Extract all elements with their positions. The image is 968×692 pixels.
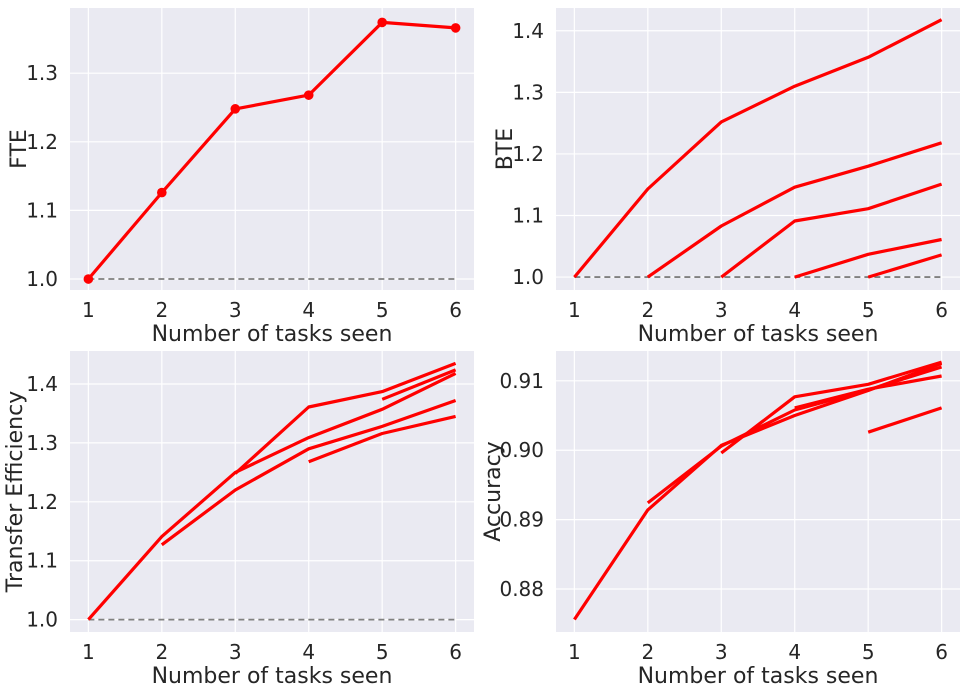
x-tick-label: 6	[449, 640, 462, 664]
x-tick-label: 1	[82, 298, 95, 322]
x-tick-label: 4	[302, 640, 315, 664]
x-tick-label: 1	[568, 640, 581, 664]
x-axis-label: Number of tasks seen	[638, 664, 879, 689]
x-tick-label: 4	[788, 640, 801, 664]
y-axis-label: BTE	[493, 128, 518, 170]
fte-panel: 1 2 3 4 5 6 1.0 1.1 1.2 1.3 Number of tasks seen FT…	[7, 8, 474, 347]
series-line-4	[794, 374, 942, 410]
y-axis-label: Accuracy	[481, 441, 506, 541]
y-tick-label: 1.0	[512, 265, 544, 289]
series-line-4	[308, 414, 456, 464]
y-tick-label: 1.1	[512, 203, 544, 227]
x-tick-label: 3	[229, 298, 242, 322]
series-line-1	[87, 20, 456, 281]
x-tick-label: 6	[935, 640, 948, 664]
y-tick-label: 0.90	[499, 438, 544, 462]
x-axis-label: Number of tasks seen	[152, 322, 393, 347]
x-tick-label: 5	[376, 640, 389, 664]
y-tick-label: 1.1	[26, 549, 58, 573]
transfer-efficiency-panel: 1 2 3 4 5 6 1.0 1.1 1.2 1.3 1.4 Number of tasks see…	[3, 351, 474, 689]
x-tick-label: 1	[568, 298, 581, 322]
series-line-3	[720, 182, 943, 279]
x-tick-label: 2	[641, 640, 654, 664]
x-axis-label: Number of tasks seen	[638, 322, 879, 347]
data-point-marker	[83, 274, 94, 284]
data-point-marker	[450, 23, 461, 33]
x-tick-label: 3	[715, 298, 728, 322]
series-line-4	[794, 237, 942, 279]
series-line-3	[720, 360, 943, 455]
series-line-5	[867, 406, 943, 434]
data-point-marker	[230, 104, 241, 114]
x-tick-label: 3	[715, 640, 728, 664]
y-tick-label: 1.0	[26, 608, 58, 632]
y-tick-label: 1.2	[512, 142, 544, 166]
y-tick-label: 1.2	[26, 130, 58, 154]
data-point-marker	[303, 90, 314, 100]
x-tick-label: 4	[788, 298, 801, 322]
plot-area	[556, 8, 960, 290]
x-tick-label: 2	[155, 298, 168, 322]
plot-area	[556, 351, 960, 632]
y-tick-label: 1.0	[26, 267, 58, 291]
series-line-5	[867, 253, 943, 279]
x-axis-label: Number of tasks seen	[152, 664, 393, 689]
y-tick-label: 1.3	[26, 431, 58, 455]
x-tick-label: 6	[449, 298, 462, 322]
y-tick-label: 0.88	[499, 577, 544, 601]
data-point-marker	[157, 187, 167, 198]
x-tick-label: 2	[155, 640, 168, 664]
x-tick-label: 5	[376, 298, 389, 322]
plot-area	[70, 8, 474, 290]
y-tick-label: 1.2	[26, 490, 58, 514]
y-tick-label: 1.4	[512, 19, 544, 43]
x-tick-label: 4	[302, 298, 315, 322]
y-tick-label: 1.4	[26, 372, 58, 396]
series-line-2	[646, 365, 943, 505]
x-tick-label: 5	[862, 298, 875, 322]
x-tick-label: 5	[862, 640, 875, 664]
y-tick-label: 1.3	[512, 80, 544, 104]
series-line-3	[234, 361, 457, 475]
accuracy-panel: 1 2 3 4 5 6 0.88 0.89 0.90 0.91 Number of tasks se…	[481, 351, 960, 689]
series-line-1	[87, 371, 457, 621]
x-tick-label: 6	[935, 298, 948, 322]
x-tick-label: 3	[229, 640, 242, 664]
y-axis-label: Transfer Efficiency	[3, 391, 28, 593]
y-axis-label: FTE	[7, 129, 32, 169]
y-tick-label: 0.89	[499, 508, 544, 532]
series-line-1	[573, 18, 943, 279]
series-line-5	[381, 368, 457, 401]
bte-panel: 1 2 3 4 5 6 1.0 1.1 1.2 1.3 1.4 Number of tasks see…	[493, 8, 960, 347]
x-tick-label: 2	[641, 298, 654, 322]
data-point-marker	[377, 17, 387, 28]
series-line-2	[160, 398, 457, 547]
y-tick-label: 0.91	[499, 369, 544, 393]
y-tick-label: 1.3	[26, 61, 58, 85]
y-tick-label: 1.1	[26, 198, 58, 222]
series-line-2	[646, 141, 943, 279]
x-tick-label: 1	[82, 640, 95, 664]
